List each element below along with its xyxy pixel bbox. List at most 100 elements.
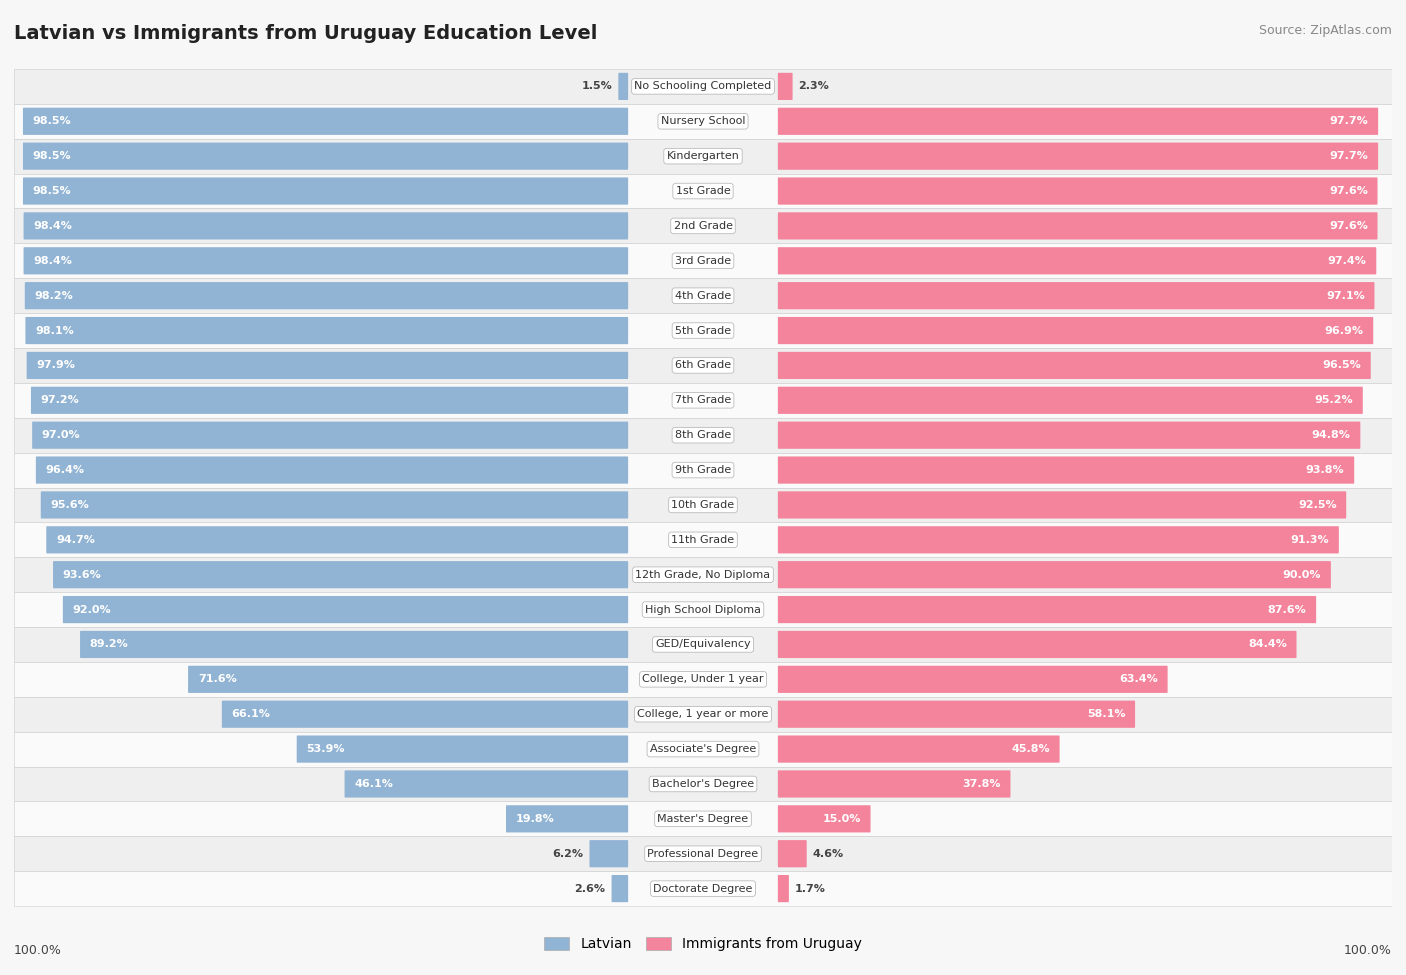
- Text: 71.6%: 71.6%: [198, 675, 236, 684]
- FancyBboxPatch shape: [778, 248, 1376, 274]
- Text: 89.2%: 89.2%: [90, 640, 128, 649]
- Text: 87.6%: 87.6%: [1268, 604, 1306, 614]
- Text: 93.8%: 93.8%: [1306, 465, 1344, 475]
- FancyBboxPatch shape: [22, 142, 628, 170]
- FancyBboxPatch shape: [506, 805, 628, 833]
- Text: College, 1 year or more: College, 1 year or more: [637, 709, 769, 720]
- Text: 12th Grade, No Diploma: 12th Grade, No Diploma: [636, 569, 770, 580]
- Text: 92.5%: 92.5%: [1298, 500, 1337, 510]
- Text: 96.4%: 96.4%: [45, 465, 84, 475]
- Bar: [14, 244, 1392, 278]
- Bar: [14, 417, 1392, 452]
- Bar: [14, 383, 1392, 417]
- Legend: Latvian, Immigrants from Uruguay: Latvian, Immigrants from Uruguay: [538, 932, 868, 956]
- FancyBboxPatch shape: [778, 317, 1374, 344]
- FancyBboxPatch shape: [778, 282, 1375, 309]
- Text: 97.2%: 97.2%: [41, 395, 79, 406]
- Text: 92.0%: 92.0%: [73, 604, 111, 614]
- FancyBboxPatch shape: [778, 421, 1361, 448]
- Text: 11th Grade: 11th Grade: [672, 535, 734, 545]
- Text: 2.6%: 2.6%: [575, 883, 606, 894]
- FancyBboxPatch shape: [80, 631, 628, 658]
- Text: 53.9%: 53.9%: [307, 744, 344, 754]
- FancyBboxPatch shape: [31, 387, 628, 414]
- Bar: [14, 174, 1392, 209]
- Bar: [14, 348, 1392, 383]
- FancyBboxPatch shape: [612, 875, 628, 902]
- FancyBboxPatch shape: [778, 770, 1011, 798]
- Text: Professional Degree: Professional Degree: [647, 848, 759, 859]
- Bar: [14, 278, 1392, 313]
- Text: 63.4%: 63.4%: [1119, 675, 1159, 684]
- Text: 95.6%: 95.6%: [51, 500, 89, 510]
- Bar: [14, 104, 1392, 138]
- FancyBboxPatch shape: [24, 248, 628, 274]
- FancyBboxPatch shape: [778, 213, 1378, 240]
- FancyBboxPatch shape: [63, 596, 628, 623]
- Text: 97.1%: 97.1%: [1326, 291, 1365, 300]
- Text: 98.5%: 98.5%: [32, 151, 72, 161]
- Text: 94.7%: 94.7%: [56, 535, 94, 545]
- Text: 1.5%: 1.5%: [582, 81, 613, 92]
- Text: 97.9%: 97.9%: [37, 361, 75, 370]
- Text: 19.8%: 19.8%: [516, 814, 554, 824]
- Text: 15.0%: 15.0%: [823, 814, 860, 824]
- Text: 97.7%: 97.7%: [1330, 116, 1368, 127]
- Text: 93.6%: 93.6%: [63, 569, 101, 580]
- Text: 37.8%: 37.8%: [962, 779, 1001, 789]
- Bar: [14, 209, 1392, 244]
- Text: 98.5%: 98.5%: [32, 116, 72, 127]
- Text: 3rd Grade: 3rd Grade: [675, 255, 731, 266]
- Text: Master's Degree: Master's Degree: [658, 814, 748, 824]
- Text: 1st Grade: 1st Grade: [676, 186, 730, 196]
- FancyBboxPatch shape: [778, 561, 1331, 588]
- Text: Source: ZipAtlas.com: Source: ZipAtlas.com: [1258, 24, 1392, 37]
- Text: College, Under 1 year: College, Under 1 year: [643, 675, 763, 684]
- FancyBboxPatch shape: [27, 352, 628, 379]
- Text: Bachelor's Degree: Bachelor's Degree: [652, 779, 754, 789]
- Text: 2nd Grade: 2nd Grade: [673, 221, 733, 231]
- Bar: [14, 69, 1392, 104]
- Text: 98.4%: 98.4%: [34, 221, 72, 231]
- FancyBboxPatch shape: [778, 456, 1354, 484]
- Text: 84.4%: 84.4%: [1249, 640, 1286, 649]
- Bar: [14, 662, 1392, 697]
- FancyBboxPatch shape: [778, 701, 1135, 727]
- Text: 66.1%: 66.1%: [232, 709, 270, 720]
- FancyBboxPatch shape: [778, 142, 1378, 170]
- FancyBboxPatch shape: [297, 735, 628, 762]
- FancyBboxPatch shape: [778, 596, 1316, 623]
- FancyBboxPatch shape: [41, 491, 628, 519]
- FancyBboxPatch shape: [778, 666, 1167, 693]
- Text: 96.9%: 96.9%: [1324, 326, 1364, 335]
- Bar: [14, 452, 1392, 488]
- Bar: [14, 731, 1392, 766]
- Text: 94.8%: 94.8%: [1312, 430, 1351, 440]
- Bar: [14, 801, 1392, 837]
- Text: Associate's Degree: Associate's Degree: [650, 744, 756, 754]
- Text: Doctorate Degree: Doctorate Degree: [654, 883, 752, 894]
- FancyBboxPatch shape: [46, 526, 628, 554]
- Text: 90.0%: 90.0%: [1282, 569, 1322, 580]
- Text: 6.2%: 6.2%: [553, 848, 583, 859]
- FancyBboxPatch shape: [188, 666, 628, 693]
- Text: 10th Grade: 10th Grade: [672, 500, 734, 510]
- Text: 97.0%: 97.0%: [42, 430, 80, 440]
- FancyBboxPatch shape: [778, 805, 870, 833]
- FancyBboxPatch shape: [22, 177, 628, 205]
- Bar: [14, 592, 1392, 627]
- Bar: [14, 313, 1392, 348]
- FancyBboxPatch shape: [778, 840, 807, 868]
- Text: 8th Grade: 8th Grade: [675, 430, 731, 440]
- Bar: [14, 697, 1392, 731]
- Text: 9th Grade: 9th Grade: [675, 465, 731, 475]
- Bar: [14, 488, 1392, 523]
- Text: 98.2%: 98.2%: [35, 291, 73, 300]
- Text: 98.1%: 98.1%: [35, 326, 75, 335]
- FancyBboxPatch shape: [32, 421, 628, 448]
- Bar: [14, 138, 1392, 174]
- FancyBboxPatch shape: [778, 177, 1378, 205]
- FancyBboxPatch shape: [778, 387, 1362, 414]
- FancyBboxPatch shape: [778, 526, 1339, 554]
- FancyBboxPatch shape: [778, 735, 1060, 762]
